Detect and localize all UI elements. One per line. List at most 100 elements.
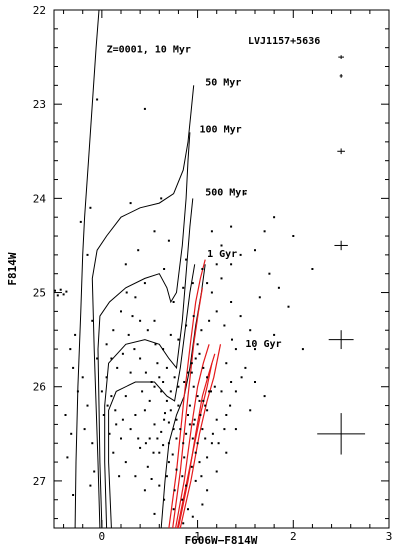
star-point bbox=[91, 442, 94, 445]
star-point bbox=[165, 399, 168, 402]
star-point bbox=[100, 390, 103, 393]
star-point bbox=[177, 338, 180, 341]
y-tick-label: 25 bbox=[33, 287, 46, 300]
star-point bbox=[201, 268, 204, 270]
star-point bbox=[211, 432, 214, 435]
star-point bbox=[181, 498, 184, 501]
star-point bbox=[191, 515, 194, 518]
star-point bbox=[83, 428, 86, 431]
star-point bbox=[115, 423, 118, 426]
star-point bbox=[158, 376, 161, 379]
star-point bbox=[208, 319, 211, 322]
star-point bbox=[59, 288, 62, 291]
y-tick-label: 22 bbox=[33, 4, 46, 17]
star-point bbox=[124, 395, 127, 398]
star-point bbox=[134, 414, 137, 416]
star-point bbox=[202, 366, 205, 369]
star-point bbox=[231, 338, 233, 341]
star-point bbox=[311, 268, 314, 270]
star-point bbox=[152, 451, 155, 454]
star-point bbox=[191, 437, 194, 440]
star-point bbox=[173, 376, 176, 379]
star-point bbox=[254, 381, 256, 383]
star-point bbox=[196, 442, 199, 445]
star-point bbox=[70, 432, 73, 435]
star-point bbox=[124, 461, 127, 464]
star-point bbox=[208, 390, 211, 393]
red-model-line bbox=[175, 344, 210, 529]
star-point bbox=[194, 479, 197, 482]
y-tick-label: 24 bbox=[33, 192, 47, 205]
star-point bbox=[215, 263, 218, 266]
star-point bbox=[137, 249, 140, 252]
isochrone-line bbox=[104, 198, 194, 529]
star-point bbox=[187, 414, 189, 416]
annotation-label: 100 Myr bbox=[200, 124, 242, 135]
star-point bbox=[143, 107, 146, 110]
star-point bbox=[169, 409, 172, 412]
y-tick-label: 23 bbox=[33, 98, 46, 111]
star-point bbox=[171, 453, 174, 456]
star-point bbox=[198, 352, 201, 355]
star-point bbox=[121, 418, 124, 421]
isochrone-line bbox=[91, 85, 195, 529]
star-point bbox=[206, 489, 209, 492]
star-point bbox=[110, 357, 113, 360]
star-point bbox=[194, 357, 197, 360]
isochrone-line bbox=[97, 132, 191, 529]
star-point bbox=[258, 296, 261, 299]
star-point bbox=[141, 390, 144, 393]
star-point bbox=[204, 404, 207, 407]
star-point bbox=[230, 381, 233, 383]
star-point bbox=[65, 290, 68, 293]
red-model-line bbox=[168, 259, 206, 529]
star-point bbox=[230, 225, 233, 228]
star-point bbox=[143, 489, 146, 492]
y-tick-label: 27 bbox=[33, 475, 46, 488]
star-point bbox=[210, 291, 213, 294]
star-point bbox=[172, 428, 175, 431]
star-point bbox=[215, 310, 218, 313]
star-point bbox=[69, 348, 72, 351]
star-point bbox=[74, 333, 77, 336]
star-point bbox=[116, 366, 119, 369]
star-point bbox=[181, 475, 184, 478]
star-point bbox=[191, 282, 194, 285]
star-point bbox=[105, 343, 108, 346]
star-point bbox=[188, 423, 191, 426]
star-point bbox=[163, 418, 166, 421]
star-point bbox=[263, 230, 266, 233]
star-point bbox=[156, 437, 159, 440]
star-point bbox=[127, 333, 130, 336]
red-model-line bbox=[176, 363, 213, 529]
star-point bbox=[172, 508, 175, 511]
star-point bbox=[175, 468, 178, 471]
annotation-label: 10 Gyr bbox=[245, 339, 281, 350]
star-point bbox=[120, 310, 122, 313]
star-point bbox=[148, 437, 151, 440]
star-point bbox=[105, 376, 108, 379]
star-point bbox=[192, 385, 195, 388]
star-point bbox=[183, 456, 186, 459]
x-tick-label: 2 bbox=[290, 530, 297, 543]
x-tick-label: 1 bbox=[194, 530, 201, 543]
star-point bbox=[96, 98, 99, 101]
star-point bbox=[134, 475, 137, 478]
red-model-line bbox=[179, 344, 222, 529]
star-point bbox=[134, 296, 137, 299]
star-point bbox=[206, 376, 209, 379]
star-point bbox=[56, 294, 59, 297]
star-point bbox=[169, 390, 172, 393]
star-point bbox=[89, 484, 92, 487]
star-point bbox=[244, 366, 247, 369]
star-point bbox=[223, 428, 226, 431]
star-point bbox=[165, 475, 168, 478]
star-point bbox=[240, 376, 243, 379]
star-point bbox=[249, 409, 252, 412]
star-point bbox=[185, 432, 188, 435]
star-point bbox=[215, 418, 218, 421]
star-point bbox=[133, 348, 136, 351]
star-point bbox=[163, 268, 166, 270]
x-tick-label: 3 bbox=[386, 530, 393, 543]
